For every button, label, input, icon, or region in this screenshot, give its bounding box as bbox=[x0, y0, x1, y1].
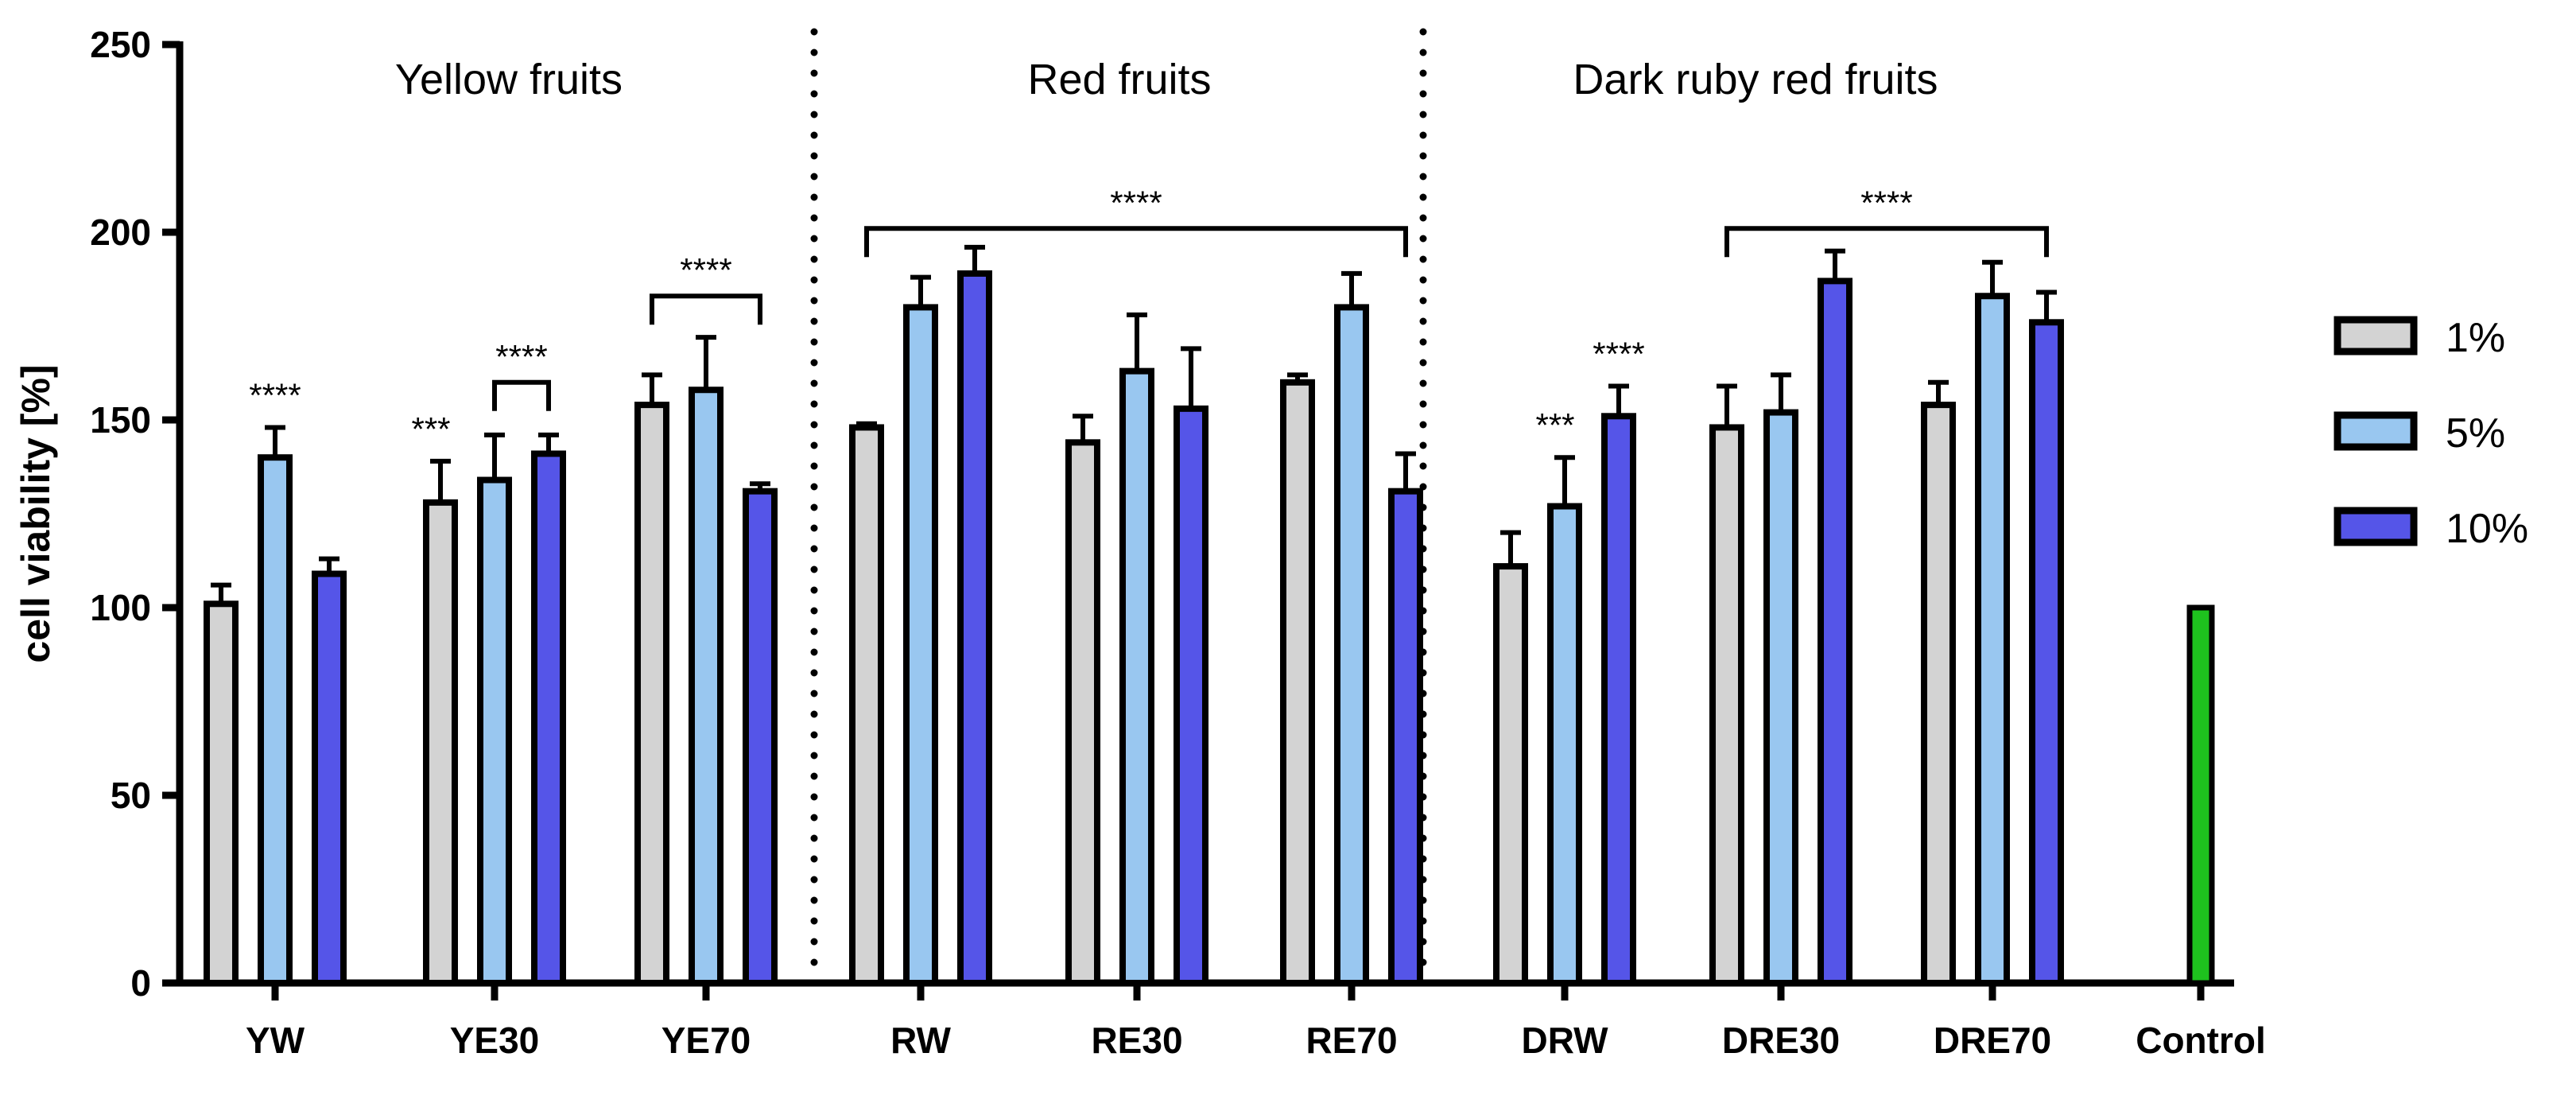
legend-swatch-10% bbox=[2334, 507, 2418, 546]
legend-label: 10% bbox=[2446, 506, 2528, 552]
bar-10%-DRE70 bbox=[2029, 319, 2064, 986]
y-tick-label: 0 bbox=[130, 962, 151, 1004]
bar-1%-YE70 bbox=[634, 402, 669, 986]
bar-5%-YE70 bbox=[689, 387, 724, 986]
group-label: Yellow fruits bbox=[395, 56, 623, 103]
bar-1%-RW bbox=[849, 424, 884, 986]
significance-stars: **** bbox=[1860, 184, 1912, 221]
significance-stars: **** bbox=[1593, 336, 1644, 373]
y-axis-title: cell viability [%] bbox=[14, 364, 58, 662]
significance-stars: **** bbox=[495, 338, 547, 375]
significance-stars: **** bbox=[680, 251, 731, 289]
bar-1%-RE30 bbox=[1065, 439, 1100, 986]
bar-1%-YW bbox=[204, 600, 239, 987]
y-tick-label: 150 bbox=[90, 399, 151, 441]
x-category-label: DRE70 bbox=[1934, 1020, 2051, 1061]
bar-10%-RE30 bbox=[1174, 405, 1208, 986]
bar-5%-DRE70 bbox=[1975, 293, 2010, 986]
group-label: Dark ruby red fruits bbox=[1573, 56, 1938, 103]
bar-1%-DRE30 bbox=[1709, 424, 1744, 986]
significance-bracket bbox=[492, 379, 551, 411]
significance-bracket bbox=[650, 293, 762, 325]
x-category-label: Control bbox=[2136, 1020, 2266, 1061]
bar-5%-RE30 bbox=[1119, 367, 1154, 986]
significance-stars: *** bbox=[1535, 406, 1574, 444]
bar-10%-YE30 bbox=[531, 450, 566, 986]
x-category-label: RE70 bbox=[1305, 1020, 1397, 1061]
bar-10%-DRW bbox=[1601, 413, 1636, 986]
bar-1%-RE70 bbox=[1280, 379, 1315, 986]
x-category-label: RE30 bbox=[1091, 1020, 1182, 1061]
legend-label: 5% bbox=[2446, 410, 2505, 457]
x-category-label: YW bbox=[246, 1020, 305, 1061]
bar-1%-DRE70 bbox=[1921, 402, 1956, 986]
bar-1%-YE30 bbox=[423, 499, 458, 986]
x-category-label: YE30 bbox=[450, 1020, 540, 1061]
legend-label: 1% bbox=[2446, 315, 2505, 361]
bar-control bbox=[2186, 604, 2215, 986]
significance-bracket bbox=[1724, 226, 2049, 258]
legend-swatch-5% bbox=[2334, 411, 2418, 451]
bar-10%-RE70 bbox=[1388, 488, 1423, 986]
bar-5%-YW bbox=[258, 454, 293, 986]
significance-bracket bbox=[864, 226, 1408, 258]
x-category-label: DRE30 bbox=[1722, 1020, 1840, 1061]
y-tick-label: 200 bbox=[90, 212, 151, 253]
y-tick-label: 100 bbox=[90, 587, 151, 628]
bar-5%-YE30 bbox=[477, 476, 512, 986]
bar-10%-DRE30 bbox=[1818, 278, 1852, 986]
group-label: Red fruits bbox=[1027, 56, 1211, 103]
bar-10%-RW bbox=[957, 270, 992, 987]
y-tick-label: 250 bbox=[90, 24, 151, 65]
significance-stars: *** bbox=[411, 410, 450, 448]
bar-5%-RW bbox=[903, 304, 938, 986]
y-tick-label: 50 bbox=[111, 775, 151, 816]
legend-swatch-1% bbox=[2334, 316, 2418, 356]
significance-stars: **** bbox=[249, 376, 301, 414]
significance-stars: **** bbox=[1110, 184, 1162, 221]
bar-1%-DRW bbox=[1493, 563, 1528, 986]
bar-10%-YW bbox=[312, 570, 347, 986]
x-category-label: YE70 bbox=[661, 1020, 751, 1061]
bar-5%-DRE30 bbox=[1763, 409, 1798, 986]
bar-5%-RE70 bbox=[1334, 304, 1369, 986]
bar-5%-DRW bbox=[1547, 503, 1582, 986]
x-category-label: RW bbox=[890, 1020, 951, 1061]
bar-10%-YE70 bbox=[743, 488, 778, 986]
x-category-label: DRW bbox=[1521, 1020, 1608, 1061]
